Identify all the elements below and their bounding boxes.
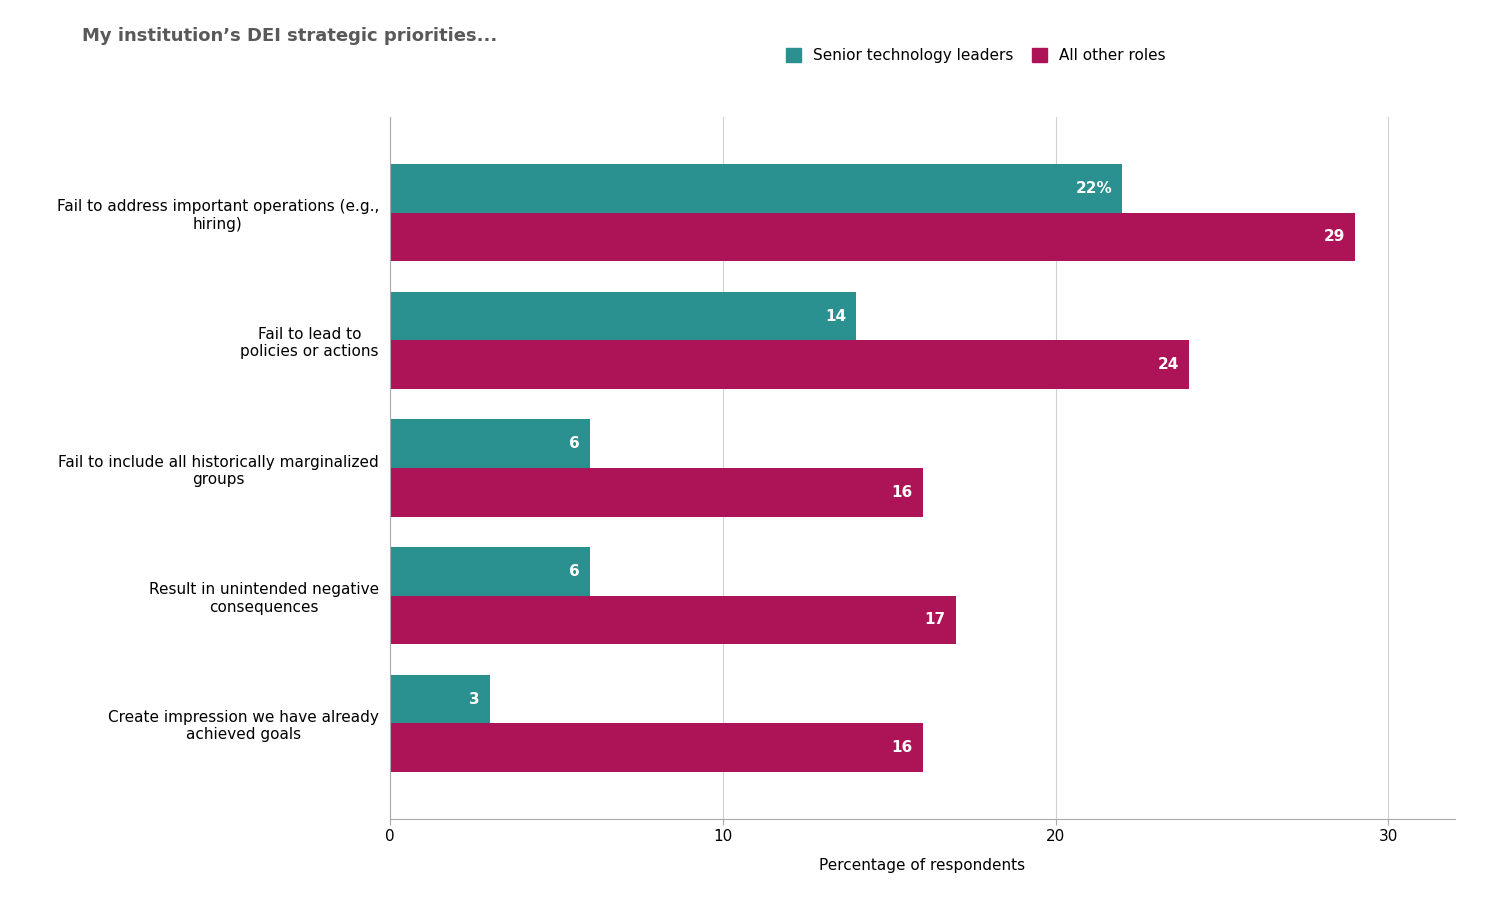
Bar — [390, 675, 490, 724]
Bar — [390, 292, 856, 340]
Text: 6: 6 — [568, 436, 579, 451]
Bar — [390, 547, 590, 596]
Text: 3: 3 — [470, 691, 480, 707]
X-axis label: Percentage of respondents: Percentage of respondents — [819, 859, 1026, 873]
Bar — [390, 212, 1354, 261]
Text: 16: 16 — [891, 740, 912, 755]
Bar — [390, 340, 1188, 389]
Text: 22%: 22% — [1076, 181, 1112, 196]
Text: 16: 16 — [891, 485, 912, 500]
Text: 17: 17 — [924, 612, 946, 627]
Bar — [390, 164, 1122, 212]
Text: 24: 24 — [1158, 357, 1179, 372]
Text: 6: 6 — [568, 564, 579, 579]
Bar — [390, 724, 922, 772]
Bar — [390, 419, 590, 468]
Text: 14: 14 — [825, 309, 846, 324]
Text: 29: 29 — [1324, 230, 1346, 245]
Bar — [390, 468, 922, 517]
Bar — [390, 596, 956, 644]
Legend: Senior technology leaders, All other roles: Senior technology leaders, All other rol… — [778, 40, 1173, 71]
Text: My institution’s DEI strategic priorities...: My institution’s DEI strategic prioritie… — [82, 27, 498, 45]
